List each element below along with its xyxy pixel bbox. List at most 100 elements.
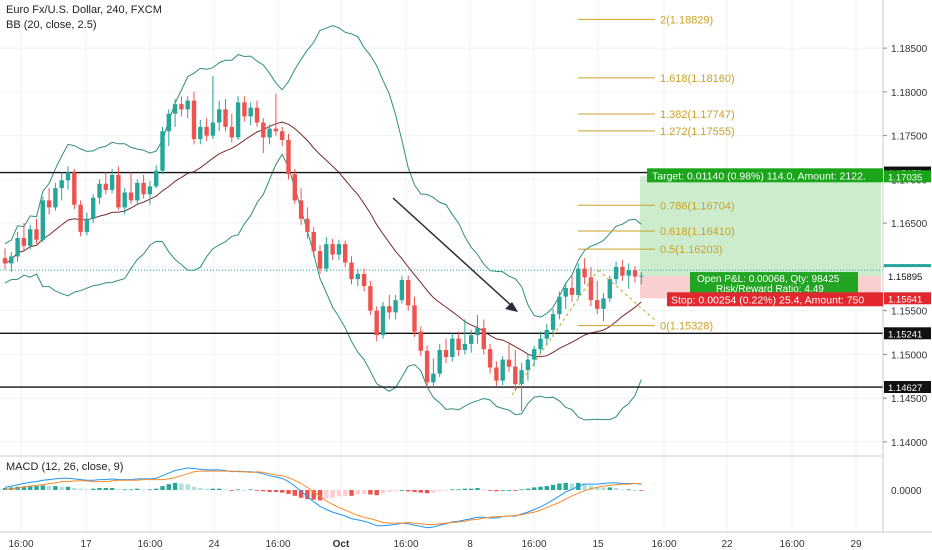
macd-histogram-bar (210, 488, 216, 490)
candle (242, 96, 247, 122)
macd-histogram-bar (116, 489, 121, 491)
open-pnl-label: Open P&L: 0.00068, Qty: 98425 (697, 274, 840, 285)
candle-body (210, 122, 216, 136)
time-axis-label: 16:00 (779, 539, 804, 550)
price-axis-label: 1.14500 (891, 394, 928, 405)
candle-body (437, 350, 442, 374)
macd-histogram-bar (399, 490, 405, 491)
candle (147, 181, 153, 205)
candle (267, 124, 272, 145)
candle-body (569, 287, 575, 295)
candle-body (582, 268, 587, 278)
candle (588, 266, 594, 307)
candle (595, 280, 600, 315)
candle (59, 172, 64, 201)
macd-histogram-bar (254, 490, 260, 491)
candle-body (198, 126, 203, 140)
candle-body (418, 331, 423, 351)
candle (21, 223, 27, 252)
candle-body (563, 287, 568, 297)
candle (506, 343, 512, 372)
fib-anchor-line (597, 269, 656, 321)
candle (141, 175, 146, 199)
candle-body (506, 359, 512, 367)
candle-body (172, 104, 178, 114)
candle (544, 323, 549, 346)
candle (217, 100, 222, 132)
candle (424, 345, 430, 388)
candle-body (217, 109, 222, 123)
candle-body (273, 128, 279, 132)
fib-level-label: 1.618(1.18160) (660, 73, 735, 85)
candle-body (387, 306, 392, 313)
candle-body (368, 286, 373, 311)
stop-label-box (667, 292, 883, 307)
candle-body (576, 268, 581, 295)
macd-histogram-bar (103, 488, 108, 490)
macd-histogram-bar (311, 490, 316, 500)
candle-body (46, 200, 52, 208)
macd-histogram-bar (28, 486, 33, 490)
macd-histogram-bar (298, 490, 304, 498)
time-axis-label: 24 (208, 539, 220, 550)
candle-body (103, 183, 108, 190)
fib-level-label: 0.5(1.16203) (660, 244, 722, 256)
macd-indicator-label[interactable]: MACD (12, 26, close, 9) (6, 461, 124, 473)
macd-histogram-bar (179, 483, 184, 490)
macd-histogram-bar (355, 490, 360, 495)
candle-body (135, 182, 140, 201)
candle-body (160, 131, 165, 171)
candle (179, 96, 184, 117)
candle (84, 212, 90, 236)
macd-histogram-bar (557, 483, 562, 490)
candle (569, 275, 575, 302)
candle (494, 361, 499, 386)
candle-body (59, 180, 64, 189)
candle (91, 194, 96, 224)
macd-histogram-bar (469, 488, 474, 490)
candle-body (343, 244, 348, 263)
price-axis-label: 1.18500 (891, 44, 928, 55)
candle (538, 331, 543, 355)
candle-body (229, 126, 234, 138)
candle (513, 350, 518, 392)
candle-body (557, 296, 562, 315)
macd-histogram-bar (292, 490, 297, 496)
macd-histogram-bar (267, 490, 272, 492)
time-axis-label: 16:00 (521, 539, 546, 550)
macd-histogram-bar (147, 489, 153, 491)
fib-anchor-line (511, 269, 599, 396)
macd-histogram-bar (59, 486, 64, 490)
candle-body (166, 113, 171, 132)
price-tag-box (884, 327, 931, 340)
candle (78, 200, 83, 237)
macd-histogram-bar (412, 490, 417, 492)
macd-histogram-bar (500, 490, 505, 491)
macd-histogram-bar (588, 485, 594, 490)
bb-indicator-label[interactable]: BB (20, close, 2.5) (6, 19, 97, 31)
macd-histogram-bar (53, 486, 58, 490)
macd-histogram-bar (46, 486, 52, 490)
macd-histogram-bar (198, 488, 203, 490)
candle (374, 306, 379, 342)
candle-body (292, 174, 297, 201)
candle-body (223, 109, 228, 127)
candle-body (116, 175, 121, 208)
candle-body (424, 350, 430, 383)
time-axis-label: 16:00 (393, 539, 418, 550)
candle (97, 179, 102, 204)
candle (191, 91, 197, 145)
candle (582, 258, 587, 285)
candle-body (65, 172, 71, 181)
macd-histogram-bar (393, 490, 398, 492)
candle-body (538, 338, 543, 350)
candle (550, 308, 556, 337)
candle (223, 98, 228, 132)
fib-level-label: 0(1.15328) (660, 321, 713, 333)
candle (298, 188, 304, 225)
macd-histogram-bar (563, 482, 568, 490)
price-axis-label: 1.15000 (891, 350, 928, 361)
candle (393, 294, 398, 320)
macd-histogram-bar (248, 489, 253, 491)
